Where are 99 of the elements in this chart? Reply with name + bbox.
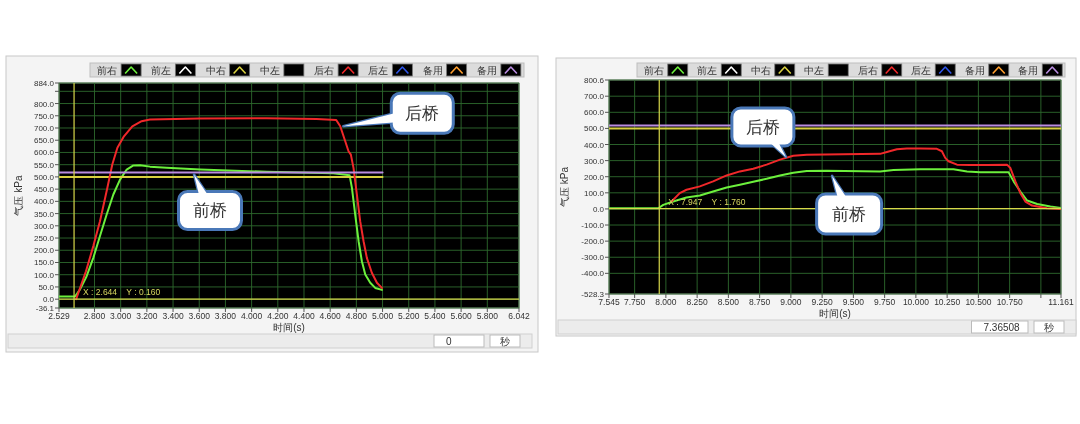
x-tick-label: 10.750 xyxy=(996,297,1023,307)
y-tick-label: 400.0 xyxy=(583,140,605,150)
y-tick-label: 750.0 xyxy=(33,111,55,121)
x-axis-title: 时间(s) xyxy=(819,308,851,319)
y-tick-label: 500.0 xyxy=(33,172,55,182)
x-tick-label: 6.042 xyxy=(508,311,530,321)
legend-label: 后右 xyxy=(314,64,335,76)
y-tick-label: 300.0 xyxy=(583,156,605,166)
y-tick-label: 700.0 xyxy=(33,124,55,133)
x-tick-label: 4.400 xyxy=(293,311,315,321)
x-tick-label: 9.000 xyxy=(780,297,802,307)
x-tick-label: 3.400 xyxy=(162,311,184,321)
x-tick-label: 7.750 xyxy=(623,297,646,307)
x-tick-label: 4.600 xyxy=(319,311,342,321)
y-axis-title: 气压 kPa xyxy=(559,166,570,208)
x-tick-label: 8.000 xyxy=(655,297,677,307)
y-tick-label: 650.0 xyxy=(33,136,55,146)
x-tick-label: 2.529 xyxy=(48,311,70,321)
callout: 后桥 xyxy=(730,106,796,159)
y-tick-label: 100.0 xyxy=(33,270,55,280)
y-tick-label: 300.0 xyxy=(33,221,55,231)
annotation: X : 2.644 Y : 0.160 xyxy=(83,287,161,298)
legend-label: 中左 xyxy=(804,64,825,76)
y-axis-title: 气压 kPa xyxy=(13,175,24,216)
y-tick-label: -36.1 xyxy=(35,304,55,313)
y-tick-label: 100.0 xyxy=(583,188,605,198)
y-tick-label: 0.0 xyxy=(592,204,605,214)
text: 0 xyxy=(446,335,452,347)
x-tick-label: 7.545 xyxy=(598,297,620,307)
y-tick-label: 600.0 xyxy=(583,108,605,118)
y-tick-label: 800.6 xyxy=(583,76,605,85)
y-tick-label: 350.0 xyxy=(33,209,55,219)
x-tick-label: 10.250 xyxy=(934,297,961,307)
y-tick-label: -300.0 xyxy=(581,253,605,263)
legend-label: 前左 xyxy=(151,64,172,76)
annotation: 后桥 xyxy=(405,104,440,124)
y-tick-label: -200.0 xyxy=(581,237,605,247)
legend-label: 前右 xyxy=(97,64,118,76)
legend-label: 备用 xyxy=(476,64,497,76)
legend-label: 前左 xyxy=(697,64,718,76)
y-tick-label: 200.0 xyxy=(583,172,605,182)
x-tick-label: 3.800 xyxy=(214,311,237,321)
y-tick-label: 200.0 xyxy=(33,246,55,256)
x-tick-label: 8.250 xyxy=(686,297,709,307)
legend-label: 备用 xyxy=(1018,64,1039,76)
legend-label: 备用 xyxy=(964,64,985,76)
text: 7.36508 xyxy=(983,321,1021,333)
legend-label: 中右 xyxy=(205,64,226,76)
legend-label: 后左 xyxy=(368,64,389,76)
x-tick-label: 10.000 xyxy=(902,297,930,307)
y-tick-label: 500.0 xyxy=(583,124,605,134)
x-axis-title: 时间(s) xyxy=(273,322,305,333)
x-tick-label: 8.750 xyxy=(748,297,771,307)
x-tick-label: 4.000 xyxy=(240,311,263,321)
legend-label: 后右 xyxy=(857,64,878,76)
text: 秒 xyxy=(500,335,510,347)
x-tick-label: 11.161 xyxy=(1048,297,1074,307)
y-tick-label: -400.0 xyxy=(581,269,605,279)
y-tick-label: 800.0 xyxy=(33,99,55,109)
x-tick-label: 5.600 xyxy=(450,311,473,321)
legend-label: 中右 xyxy=(750,64,771,76)
x-tick-label: 9.750 xyxy=(873,297,896,307)
y-tick-label: 250.0 xyxy=(33,234,55,244)
annotation: 前桥 xyxy=(193,201,227,221)
callout: 前桥 xyxy=(177,173,243,231)
x-tick-label: 9.500 xyxy=(842,297,865,307)
y-tick-label: 0.0 xyxy=(42,295,55,305)
y-tick-label: 400.0 xyxy=(33,197,55,207)
y-tick-label: 600.0 xyxy=(33,148,55,158)
x-tick-label: 3.200 xyxy=(136,311,158,321)
x-tick-label: 10.500 xyxy=(965,297,992,307)
legend-label: 中左 xyxy=(259,64,280,76)
x-tick-label: 4.200 xyxy=(267,311,289,321)
x-tick-label: 3.600 xyxy=(188,311,211,321)
callout: 前桥 xyxy=(815,174,884,236)
y-tick-label: 50.0 xyxy=(38,282,55,292)
annotation: 前桥 xyxy=(832,204,867,224)
x-tick-label: 5.800 xyxy=(476,311,499,321)
x-tick-label: 4.800 xyxy=(345,311,368,321)
annotation: 后桥 xyxy=(745,117,780,137)
x-tick-label: 9.250 xyxy=(811,297,834,307)
legend-label: 后左 xyxy=(911,64,932,76)
legend-label: 前右 xyxy=(643,64,664,76)
x-tick-label: 5.200 xyxy=(398,311,420,321)
x-tick-label: 5.000 xyxy=(371,311,394,321)
x-tick-label: 5.400 xyxy=(424,311,446,321)
callout: 后桥 xyxy=(342,91,455,135)
y-tick-label: -528.3 xyxy=(581,290,605,299)
y-tick-label: 150.0 xyxy=(33,258,55,268)
y-tick-label: 550.0 xyxy=(33,160,55,170)
y-tick-label: 700.0 xyxy=(583,92,605,102)
x-tick-label: 2.800 xyxy=(83,311,106,321)
x-tick-label: 3.000 xyxy=(110,311,132,321)
y-tick-label: -100.0 xyxy=(581,221,605,231)
x-tick-label: 8.500 xyxy=(717,297,740,307)
y-tick-label: 884.0 xyxy=(33,79,55,88)
legend-label: 备用 xyxy=(422,64,443,76)
text: 秒 xyxy=(1044,321,1054,333)
y-tick-label: 450.0 xyxy=(33,185,55,195)
